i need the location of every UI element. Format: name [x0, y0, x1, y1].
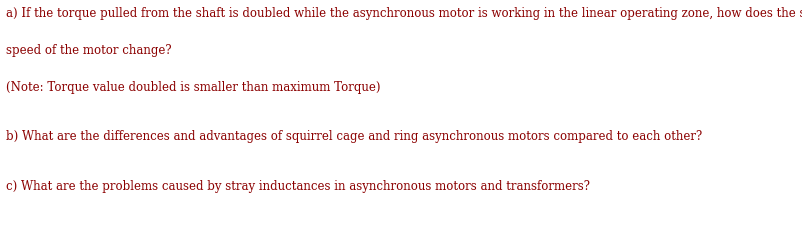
Text: a) If the torque pulled from the shaft is doubled while the asynchronous motor i: a) If the torque pulled from the shaft i…: [6, 7, 802, 20]
Text: speed of the motor change?: speed of the motor change?: [6, 44, 172, 57]
Text: c) What are the problems caused by stray inductances in asynchronous motors and : c) What are the problems caused by stray…: [6, 180, 590, 193]
Text: b) What are the differences and advantages of squirrel cage and ring asynchronou: b) What are the differences and advantag…: [6, 130, 703, 143]
Text: (Note: Torque value doubled is smaller than maximum Torque): (Note: Torque value doubled is smaller t…: [6, 81, 381, 94]
